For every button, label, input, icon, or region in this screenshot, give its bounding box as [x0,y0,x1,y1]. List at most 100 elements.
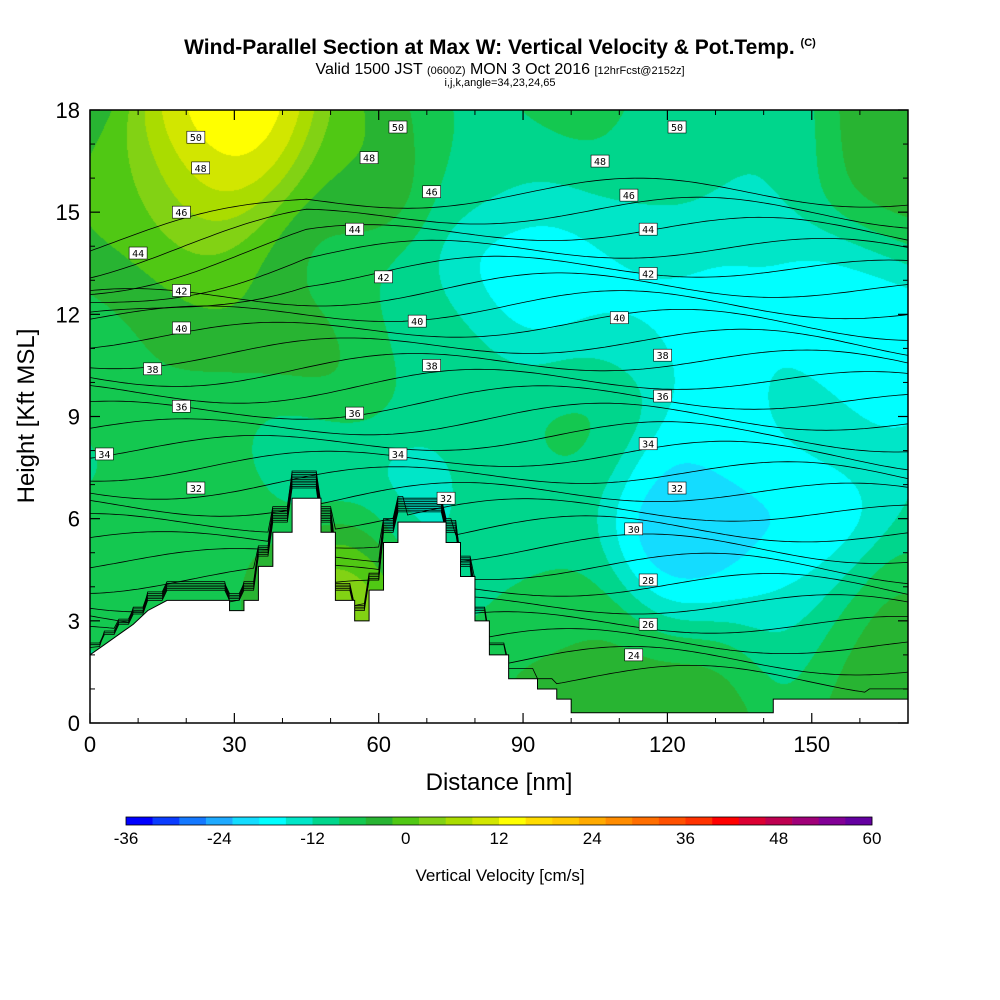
colorbar-swatch [552,817,580,825]
colorbar-title: Vertical Velocity [cm/s] [415,866,584,885]
theta-contour-line [89,368,909,404]
theta-contour-line [89,440,909,482]
theta-contour-line [89,328,909,370]
colorbar-swatch [232,817,260,825]
contour-label-text: 36 [175,402,187,413]
contour-label: 38 [422,359,441,372]
colorbar-swatch [712,817,740,825]
theta-contours [89,177,909,693]
contour-label-text: 46 [175,208,187,219]
theta-contour-line [89,484,909,654]
colorbar-tick-label: 48 [769,829,788,848]
contour-label: 42 [374,270,393,284]
colorbar-tick-label: -36 [114,829,139,848]
contour-label: 26 [638,617,658,631]
contour-label-text: 38 [657,351,669,362]
plot-area: 50 50 50 48 48 48 46 46 46 44 44 44 42 42 42 40 40 40 38 38… [89,109,909,724]
forecast-info: [12hrFcst@2152z] [594,65,685,77]
chart-title: Wind-Parallel Section at Max W: Vertical… [0,36,1000,60]
contour-label-text: 50 [190,133,202,144]
contour-label: 34 [95,447,114,461]
contour-label-text: 26 [642,620,654,631]
valid-prefix: Valid 1500 JST [315,61,423,78]
colorbar-swatch [845,817,873,825]
theta-contour-line [89,402,909,436]
contour-label: 46 [172,205,191,219]
contour-label-text: 36 [349,409,361,420]
colorbar-swatch [792,817,820,825]
colorbar-swatch [499,817,526,825]
y-tick-label: 15 [56,200,80,225]
contour-label-text: 50 [392,123,404,134]
theta-contour-line [89,475,909,569]
colorbar-tick-label: 36 [676,829,695,848]
colorbar-tick-label: 60 [863,829,882,848]
contour-label-text: 40 [175,324,187,335]
theta-contour-line [90,487,908,693]
colorbar-swatch [738,817,766,825]
contour-label: 40 [172,321,191,335]
theta-contour-line [89,349,909,387]
contour-label-text: 38 [147,365,159,376]
colorbar-swatch [339,817,367,825]
contour-label: 40 [609,311,629,325]
colorbar-swatch [632,817,660,825]
colorbar-swatch [152,817,180,825]
contour-label-text: 46 [426,188,438,199]
colorbar-swatch [126,817,153,825]
valid-date: MON 3 Oct 2016 [469,61,590,78]
contour-label: 48 [359,151,379,165]
chart-title-unit: (C) [800,37,816,49]
chart-title-main: Wind-Parallel Section at Max W: Vertical… [184,36,795,59]
theta-contour-line [89,255,909,313]
colorbar-swatch [285,817,313,825]
contour-label-text: 28 [642,576,654,587]
theta-contour-line [89,196,909,279]
contour-label: 48 [590,154,610,168]
contour-label-text: 48 [195,164,207,175]
contour-label-text: 48 [363,154,375,165]
contour-label: 36 [172,399,191,413]
contour-label: 36 [345,406,364,420]
colorbar-swatch [259,817,287,825]
colorbar-frame [125,816,873,826]
contour-label: 32 [667,481,687,495]
contour-label-text: 40 [613,314,625,325]
contour-label-text: 44 [132,249,144,260]
contour-label: 34 [638,437,658,451]
contour-label-text: 32 [190,484,202,495]
theta-contour-line [89,177,909,252]
y-tick-label: 3 [68,609,80,634]
colorbar-tick-label: -12 [300,829,325,848]
contour-label: 34 [388,447,408,461]
theta-contour-line [89,272,909,307]
contour-label-text: 44 [642,225,654,236]
colorbar-swatch [605,817,633,825]
theta-contour-line [89,385,909,420]
contour-label: 38 [143,362,162,376]
colorbar-swatch [685,817,713,825]
contour-label: 46 [619,188,639,202]
y-tick-label: 18 [56,98,80,123]
colorbar-swatch [472,817,500,825]
x-tick-label: 150 [793,732,830,757]
colorbar-swatch [392,817,420,825]
terrain [89,497,909,724]
y-tick-label: 0 [68,711,80,736]
contour-label-text: 46 [623,191,635,202]
colorbar-swatch [419,817,447,825]
colorbar-tick-label: 12 [490,829,509,848]
contour-label-text: 36 [657,392,669,403]
contour-label: 48 [191,161,210,175]
x-tick-label: 0 [84,732,96,757]
contour-label-text: 34 [98,450,110,461]
contour-label: 30 [624,522,644,536]
colorbar-tick-label: -24 [207,829,232,848]
colorbar-swatch [818,817,846,825]
contour-label: 44 [345,222,364,236]
contour-label: 50 [186,130,206,144]
contour-label-text: 34 [392,450,404,461]
theta-contour-line [90,472,909,533]
colorbar-swatch [205,817,233,825]
